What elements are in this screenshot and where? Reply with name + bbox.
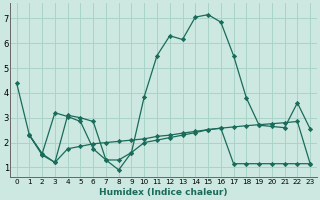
X-axis label: Humidex (Indice chaleur): Humidex (Indice chaleur) — [99, 188, 228, 197]
